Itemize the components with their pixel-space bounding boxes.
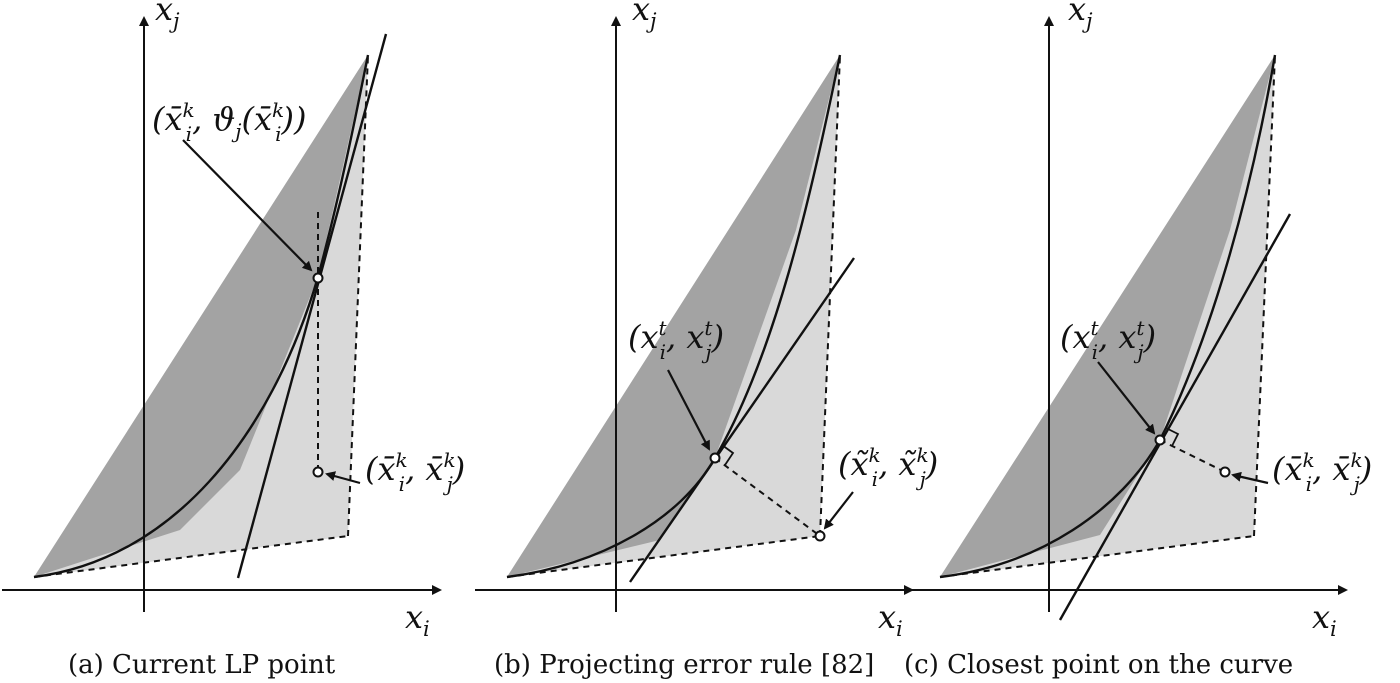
- panel-b-dark-region: [507, 55, 840, 577]
- panel-b: xj xi (xt i, xt j) (x̃k i, x̃k j) (b) Projec…: [475, 0, 938, 680]
- panel-b-right-dashed: [819, 54, 841, 537]
- panel-b-arrow-to-tangent-point: [667, 369, 710, 451]
- panel-c-tangent-line: [1058, 213, 1292, 621]
- panel-b-arrow-to-projected-point: [823, 491, 854, 530]
- panel-a-caption: (a) Current LP point: [68, 650, 336, 680]
- panel-a-tangent-line: [236, 33, 388, 579]
- panel-c-caption: (c) Closest point on the curve: [904, 650, 1293, 680]
- panel-b-right-angle-marker: [721, 444, 735, 466]
- panel-a-arrow-to-lp-point: [325, 471, 361, 485]
- panel-b-x-label: xi: [878, 598, 903, 641]
- panel-c-secant-dashed: [939, 535, 1255, 578]
- panel-b-tangent-line: [629, 257, 855, 583]
- panel-a-secant-dashed: [33, 535, 349, 578]
- panel-c-dark-region: [940, 55, 1275, 577]
- panel-a-curve-point: [312, 272, 324, 284]
- panel-a-lp-point: [312, 466, 324, 478]
- panel-b-tangent-point: [709, 452, 721, 464]
- panel-a-y-label: xj: [155, 0, 180, 33]
- panel-a: xj xi (x̄k i, ϑj(x̄k i)) (x̄k i, x̄k j) (a) …: [2, 0, 465, 680]
- panel-a-right-dashed: [347, 54, 369, 537]
- panel-c-lp-point: [1219, 466, 1231, 478]
- panel-c-curve: [939, 54, 1277, 579]
- panel-a-x-label: xi: [405, 598, 430, 641]
- panel-c-x-label: xi: [1312, 598, 1337, 641]
- panel-c-arrow-to-lp-point: [1231, 471, 1269, 485]
- panel-c-closest-point: [1154, 434, 1166, 446]
- panel-a-annotation-lp-point: (x̄k i, x̄k j): [365, 448, 465, 496]
- panel-b-secant-dashed: [506, 535, 821, 578]
- panel-b-y-label: xj: [632, 0, 657, 33]
- panel-a-curve: [33, 54, 370, 579]
- panel-c: xj xi (xt i, xt j) (x̄k i, x̄k j) (c) Closes…: [904, 0, 1372, 680]
- panel-b-annotation-projected-point: (x̃k i, x̃k j): [838, 443, 938, 491]
- panel-c-closest-dashed: [1159, 439, 1226, 473]
- panel-c-y-label: xj: [1068, 0, 1093, 33]
- panel-b-curve: [506, 54, 842, 579]
- panel-a-dark-region: [34, 55, 368, 577]
- panel-c-annotation-lp-point: (x̄k i, x̄k j): [1272, 448, 1372, 496]
- panel-a-arrow-to-curve-point: [182, 139, 313, 272]
- panel-b-projected-point: [814, 530, 826, 542]
- panel-c-right-angle-marker: [1165, 427, 1180, 447]
- panel-c-arrow-to-closest-point: [1097, 361, 1156, 435]
- panel-c-right-dashed: [1253, 54, 1276, 537]
- panel-b-caption: (b) Projecting error rule [82]: [494, 650, 874, 680]
- panel-a-annotation-curve-point: (x̄k i, ϑj(x̄k i)): [152, 98, 307, 146]
